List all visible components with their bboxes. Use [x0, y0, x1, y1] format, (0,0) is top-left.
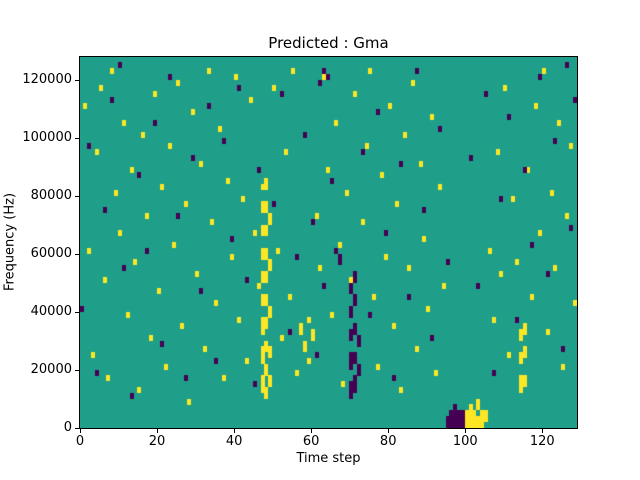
plot-area: [79, 56, 578, 429]
y-tick-label: 0: [63, 420, 72, 435]
x-tick-label: 20: [148, 434, 166, 449]
y-tick-label: 60000: [30, 246, 72, 262]
y-tick-mark: [75, 312, 79, 314]
y-tick-mark: [75, 196, 79, 198]
x-tick-mark: [234, 429, 236, 433]
y-tick-mark: [75, 370, 79, 372]
x-axis-label: Time step: [296, 451, 361, 466]
x-tick-mark: [157, 429, 159, 433]
y-tick-label: 80000: [30, 188, 72, 204]
x-tick-mark: [388, 429, 390, 433]
x-tick-mark: [80, 429, 81, 433]
x-tick-mark: [311, 429, 313, 433]
y-tick-mark: [75, 428, 79, 429]
x-tick-label: 60: [302, 434, 320, 449]
y-tick-label: 100000: [22, 130, 72, 146]
x-tick-label: 40: [225, 434, 243, 449]
x-tick-label: 0: [75, 434, 85, 449]
x-tick-mark: [542, 429, 544, 433]
y-tick-label: 120000: [22, 72, 72, 88]
y-tick-mark: [75, 254, 79, 256]
x-tick-label: 80: [379, 434, 397, 449]
chart-title: Predicted : Gma: [268, 34, 389, 52]
x-tick-mark: [465, 429, 467, 433]
x-tick-label: 120: [529, 434, 555, 449]
x-tick-label: 100: [452, 434, 478, 449]
y-axis-label: Frequency (Hz): [2, 192, 18, 292]
y-tick-label: 20000: [30, 362, 72, 378]
y-tick-mark: [75, 138, 79, 140]
y-tick-label: 40000: [30, 304, 72, 320]
heatmap-canvas: [80, 57, 577, 428]
y-tick-mark: [75, 80, 79, 82]
